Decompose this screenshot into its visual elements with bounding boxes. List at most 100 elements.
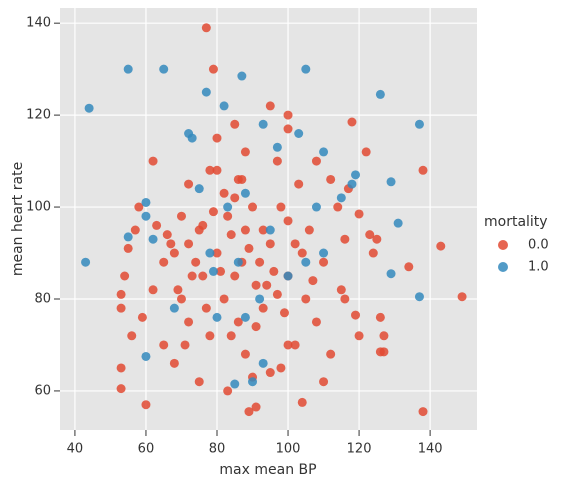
point: [176, 294, 186, 304]
point: [159, 64, 169, 74]
point: [187, 271, 197, 281]
point: [276, 202, 286, 212]
point: [141, 211, 151, 221]
point: [223, 211, 233, 221]
point: [272, 142, 282, 152]
point: [233, 257, 243, 267]
y-tick-label: 140: [26, 16, 51, 31]
x-tick-label: 40: [67, 442, 84, 457]
point: [319, 377, 329, 387]
x-axis-label: max mean BP: [219, 462, 316, 478]
y-axis-label: mean heart rate: [10, 162, 26, 276]
point: [251, 402, 261, 412]
point: [365, 230, 375, 240]
point: [319, 257, 329, 267]
point: [393, 218, 403, 228]
point: [205, 165, 215, 175]
point: [269, 266, 279, 276]
point: [311, 156, 321, 166]
point: [216, 266, 226, 276]
point: [258, 119, 268, 129]
point: [212, 165, 222, 175]
x-tick-label: 80: [209, 442, 226, 457]
y-tick-label: 120: [26, 108, 51, 123]
point: [283, 110, 293, 120]
point: [81, 257, 91, 267]
point: [237, 174, 247, 184]
point: [205, 331, 215, 341]
point: [180, 340, 190, 350]
point: [176, 211, 186, 221]
point: [240, 225, 250, 235]
point: [230, 379, 240, 389]
point: [354, 209, 364, 219]
point: [219, 101, 229, 111]
point: [194, 377, 204, 387]
point: [248, 377, 258, 387]
point: [336, 193, 346, 203]
point: [159, 340, 169, 350]
point: [201, 23, 211, 33]
point: [152, 220, 162, 230]
point: [255, 294, 265, 304]
point: [123, 243, 133, 253]
point: [414, 292, 424, 302]
point: [255, 257, 265, 267]
legend-marker: [498, 240, 508, 250]
legend-label: 0.0: [528, 238, 549, 253]
point: [272, 289, 282, 299]
point: [184, 317, 194, 327]
point: [141, 197, 151, 207]
point: [301, 294, 311, 304]
point: [123, 232, 133, 242]
point: [219, 294, 229, 304]
point: [148, 234, 158, 244]
point: [116, 303, 126, 313]
plot-area: [60, 8, 477, 430]
point: [84, 103, 94, 113]
point: [379, 331, 389, 341]
point: [240, 188, 250, 198]
point: [351, 170, 361, 180]
point: [347, 117, 357, 127]
x-tick-label: 100: [276, 442, 301, 457]
point: [120, 271, 130, 281]
point: [457, 292, 467, 302]
point: [208, 266, 218, 276]
point: [319, 147, 329, 157]
point: [169, 358, 179, 368]
point: [194, 184, 204, 194]
point: [251, 280, 261, 290]
point: [148, 156, 158, 166]
point: [311, 202, 321, 212]
point: [265, 368, 275, 378]
point: [166, 239, 176, 249]
point: [340, 234, 350, 244]
point: [283, 340, 293, 350]
point: [258, 225, 268, 235]
point: [198, 271, 208, 281]
point: [116, 384, 126, 394]
y-tick-label: 100: [26, 200, 51, 215]
point: [290, 239, 300, 249]
point: [208, 207, 218, 217]
point: [226, 230, 236, 240]
point: [230, 193, 240, 203]
point: [159, 257, 169, 267]
point: [173, 285, 183, 295]
point: [351, 310, 361, 320]
point: [130, 225, 140, 235]
point: [294, 128, 304, 138]
point: [244, 407, 254, 417]
point: [283, 124, 293, 134]
point: [301, 257, 311, 267]
point: [169, 303, 179, 313]
point: [187, 133, 197, 143]
legend-label: 1.0: [528, 260, 549, 275]
y-tick-label: 80: [34, 291, 51, 306]
point: [240, 147, 250, 157]
point: [265, 101, 275, 111]
point: [326, 174, 336, 184]
point: [184, 239, 194, 249]
